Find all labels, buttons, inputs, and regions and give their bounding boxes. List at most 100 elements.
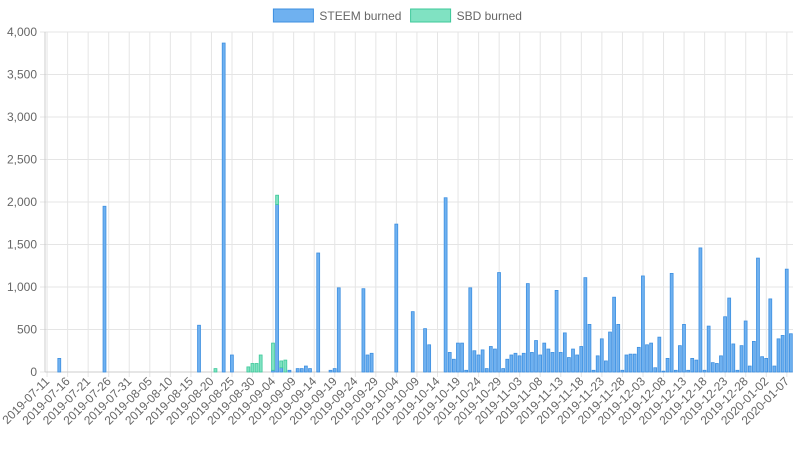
bar (497, 272, 501, 373)
bar (246, 366, 251, 373)
bar (673, 369, 678, 373)
bar (702, 369, 707, 373)
bar (546, 348, 551, 373)
bar (706, 325, 711, 373)
bar (739, 345, 744, 373)
bar (427, 344, 432, 373)
bar (612, 296, 616, 373)
bar (369, 352, 374, 373)
bar (472, 350, 477, 373)
bar (591, 369, 596, 373)
bar (258, 354, 263, 373)
y-tick-label: 3,000 (7, 110, 37, 124)
bar (604, 360, 608, 373)
y-tick-label: 500 (17, 323, 37, 337)
bar (686, 369, 690, 373)
bar (784, 268, 789, 373)
y-tick-label: 2,000 (7, 195, 37, 209)
bar (678, 345, 682, 373)
bar (694, 359, 699, 373)
bar (735, 369, 740, 373)
bar (669, 272, 674, 373)
bar (304, 365, 308, 373)
legend-swatch (410, 8, 452, 23)
bar (328, 369, 333, 373)
bar (723, 316, 727, 373)
bar (550, 352, 555, 373)
y-tick-label: 1,000 (7, 280, 37, 294)
bar (394, 223, 399, 373)
bar (542, 342, 547, 373)
bar (493, 348, 497, 373)
bar (760, 356, 764, 373)
bar (332, 368, 337, 373)
bar (690, 357, 695, 373)
bar (525, 283, 530, 373)
bar (521, 352, 526, 373)
bar (213, 368, 218, 373)
bar (624, 354, 629, 373)
legend-label: STEEM burned (319, 9, 401, 23)
y-tick-label: 1,500 (7, 238, 37, 252)
bar (595, 355, 600, 373)
bar (731, 343, 736, 373)
bar (776, 338, 781, 373)
bar (468, 287, 473, 373)
bar (57, 357, 62, 373)
bar (423, 328, 427, 373)
bar (254, 363, 259, 373)
bar (657, 336, 662, 373)
bar (365, 354, 370, 373)
bar (583, 277, 588, 373)
bar (230, 354, 234, 373)
bar (756, 257, 760, 373)
bar (567, 357, 571, 373)
bar (102, 205, 107, 373)
bar (620, 369, 625, 373)
bar (513, 352, 518, 373)
bar (719, 355, 723, 373)
bar (501, 368, 506, 373)
y-tick-label: 4,000 (7, 25, 37, 39)
bar (764, 357, 769, 373)
bar (476, 354, 481, 373)
bar (727, 297, 732, 373)
bar (743, 320, 748, 373)
bar (250, 363, 255, 373)
bar (287, 369, 292, 373)
bar (608, 331, 612, 373)
bar (682, 323, 686, 373)
bar (747, 365, 752, 373)
bar (632, 353, 637, 373)
bar (308, 368, 312, 373)
bar (788, 333, 793, 373)
bar (279, 360, 284, 369)
bar (480, 349, 485, 373)
legend-label: SBD burned (457, 9, 522, 23)
bar (283, 359, 288, 373)
bar (275, 194, 279, 205)
bar (579, 346, 584, 373)
bar (361, 288, 366, 373)
bar (534, 340, 538, 373)
bar (665, 357, 670, 373)
bar (575, 354, 579, 373)
bar (752, 340, 756, 373)
bar (447, 352, 452, 373)
bar (571, 348, 575, 373)
bar (636, 346, 641, 373)
bar (661, 370, 666, 373)
bar (653, 367, 658, 373)
bar (715, 363, 719, 373)
bar (221, 42, 226, 373)
bar (509, 354, 514, 373)
bar (484, 368, 489, 373)
bar (710, 362, 715, 373)
bar (505, 358, 510, 373)
bar (464, 369, 469, 373)
bar (599, 338, 604, 373)
bar (460, 342, 464, 373)
bar (410, 311, 415, 373)
